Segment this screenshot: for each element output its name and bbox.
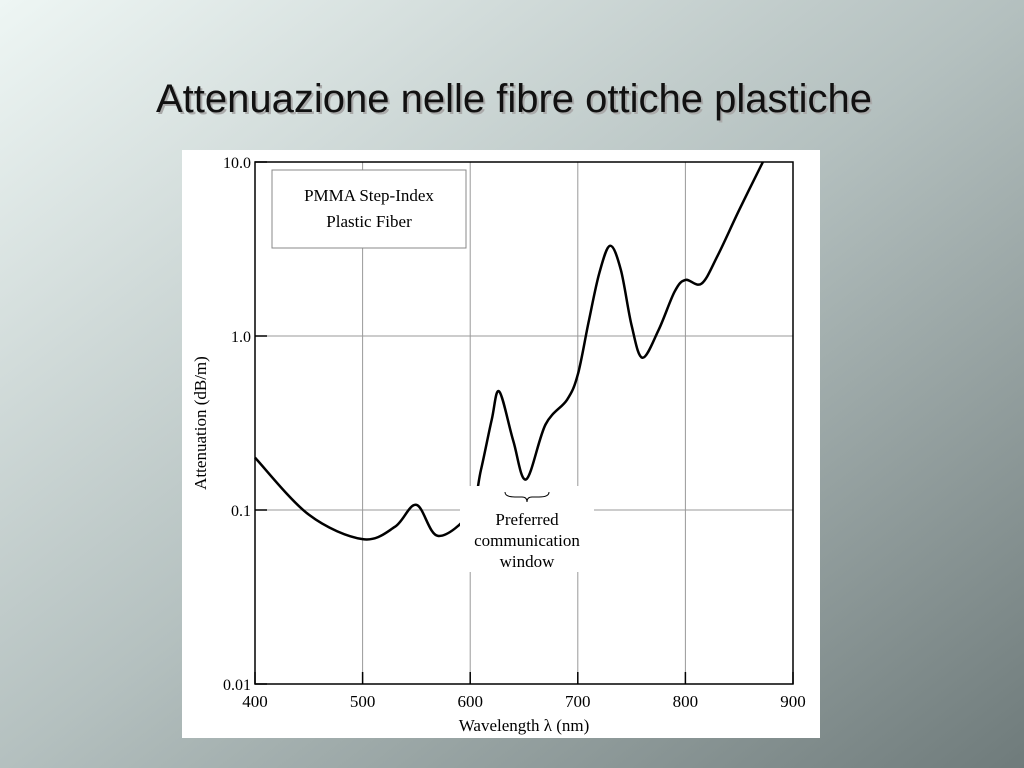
title-shadow: Attenuazione nelle fibre ottiche plastic… xyxy=(158,79,874,123)
brace xyxy=(504,491,550,503)
legend-text: Plastic Fiber xyxy=(326,212,412,231)
x-axis-label: Wavelength λ (nm) xyxy=(459,716,590,735)
attenuation-curve xyxy=(254,161,764,541)
x-tick-label: 900 xyxy=(780,692,806,711)
legend-text: PMMA Step-Index xyxy=(304,186,434,205)
plot-frame xyxy=(254,161,794,685)
slide-title: Attenuazione nelle fibre ottiche plastic… xyxy=(156,77,872,121)
x-tick-label: 400 xyxy=(242,692,268,711)
y-tick-label: 0.01 xyxy=(223,677,251,694)
y-tick-label: 1.0 xyxy=(231,329,251,346)
x-tick-label: 600 xyxy=(457,692,483,711)
x-tick-label: 700 xyxy=(565,692,591,711)
y-tick-label: 0.1 xyxy=(231,503,251,520)
x-tick-label: 800 xyxy=(673,692,699,711)
annotation-text: communication xyxy=(474,531,580,550)
y-tick-label: 10.0 xyxy=(223,155,251,172)
y-axis-label: Attenuation (dB/m) xyxy=(191,356,210,490)
legend-box xyxy=(271,169,467,249)
chart: 0.01 0.1 1.0 10.0 400 500 600 700 800 900 Waveleng… xyxy=(191,155,806,735)
annotation-text: window xyxy=(500,552,556,571)
annotation-text: Preferred xyxy=(495,510,559,529)
x-tick-label: 500 xyxy=(350,692,376,711)
